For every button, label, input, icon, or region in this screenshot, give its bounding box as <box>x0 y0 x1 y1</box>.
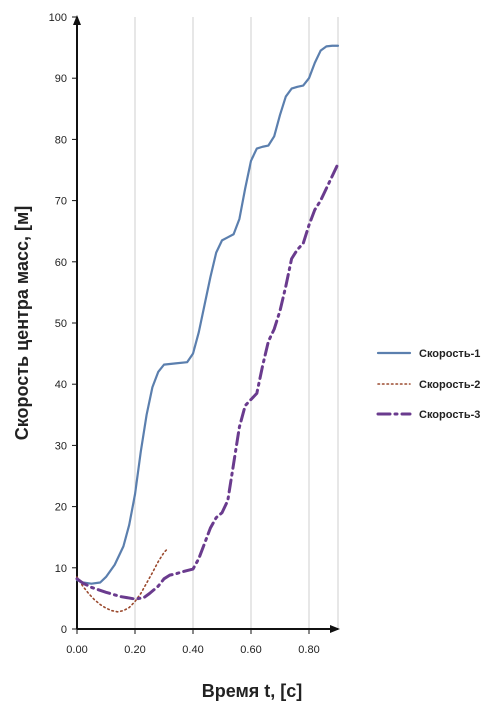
x-tick-label-2: 0.40 <box>182 644 203 656</box>
series-layer <box>75 44 340 613</box>
x-axis-arrow <box>330 625 340 633</box>
legend-label-speed-3: Скорость-3 <box>419 409 480 421</box>
y-axis-title: Скорость центра масс, [м] <box>12 206 32 441</box>
series-line-2 <box>76 548 168 613</box>
legend-item-speed-1: Скорость-1 <box>376 348 480 360</box>
axes-layer <box>72 15 340 634</box>
x-tick-label-1: 0.20 <box>124 644 145 656</box>
y-tick-label-2: 20 <box>55 502 67 514</box>
series-line-3 <box>75 162 340 601</box>
y-tick-label-6: 60 <box>55 257 67 269</box>
x-tick-label-3: 0.60 <box>240 644 261 656</box>
y-tick-label-3: 30 <box>55 440 67 452</box>
x-tick-label-4: 0.80 <box>298 644 319 656</box>
y-tick-label-8: 80 <box>55 134 67 146</box>
x-tick-label-0: 0.00 <box>66 644 87 656</box>
legend-label-speed-1: Скорость-1 <box>419 348 480 360</box>
x-axis-title: Время t, [c] <box>202 681 303 701</box>
y-tick-label-5: 50 <box>55 318 67 330</box>
y-tick-label-9: 90 <box>55 73 67 85</box>
legend-item-speed-2: Скорость-2 <box>377 379 480 391</box>
series-line-1 <box>75 44 340 585</box>
y-tick-label-0: 0 <box>61 624 67 636</box>
y-tick-label-7: 70 <box>55 196 67 208</box>
grid-layer <box>134 17 339 629</box>
chart-legend: Скорость-1 Скорость-2 Скорость-3 <box>376 348 480 421</box>
y-tick-label-4: 40 <box>55 379 67 391</box>
y-tick-label-10: 100 <box>49 12 67 24</box>
legend-item-speed-3: Скорость-3 <box>376 409 480 421</box>
y-tick-label-1: 10 <box>55 563 67 575</box>
y-axis-arrow <box>73 15 81 25</box>
legend-label-speed-2: Скорость-2 <box>419 379 480 391</box>
tick-labels: 0 10 20 30 40 50 60 70 80 90 100 0.00 0.20 0.40 0.60 0.… <box>49 12 320 656</box>
